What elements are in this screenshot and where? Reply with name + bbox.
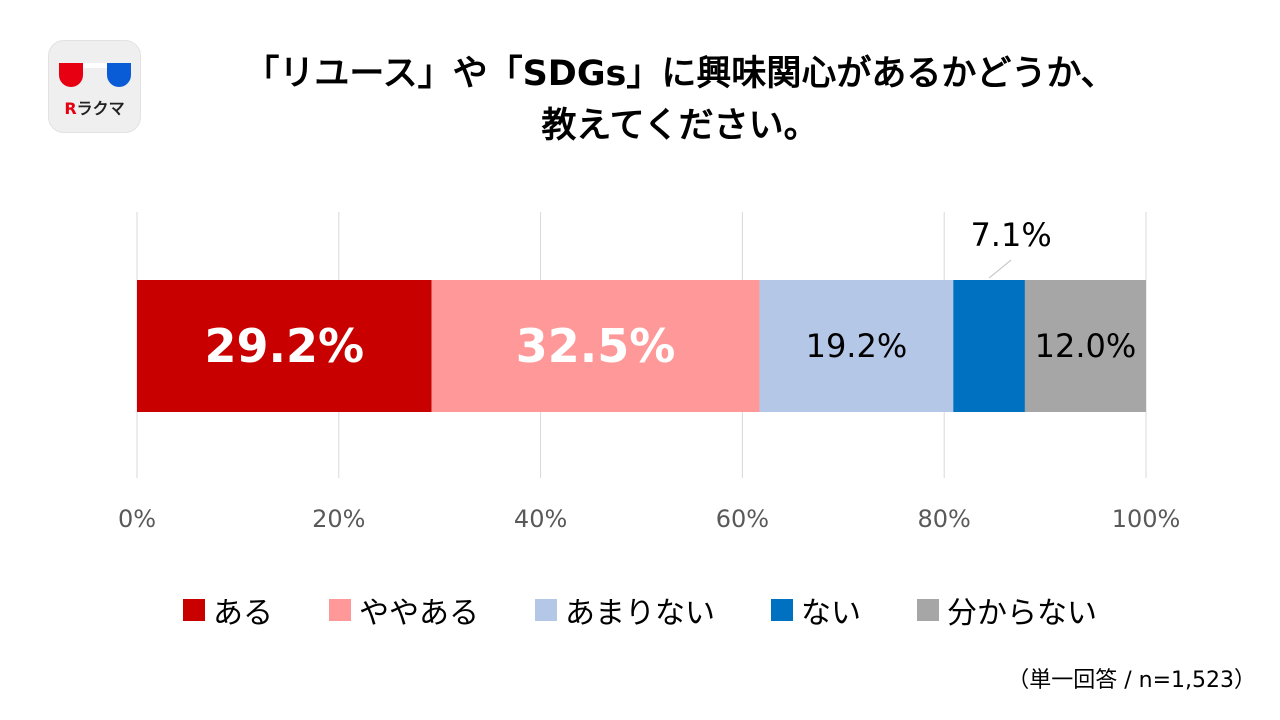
- legend-swatch-5: [917, 599, 939, 621]
- data-label-4: 7.1%: [970, 216, 1051, 254]
- logo-text: ラクマ: [76, 99, 125, 118]
- x-tick-label-0: 0%: [118, 505, 156, 533]
- data-label-leader-4: [988, 259, 1012, 279]
- logo-red-cup: [59, 63, 83, 87]
- chart-legend: ある ややある あまりない ない 分からない: [0, 588, 1280, 632]
- legend-label-1: ある: [213, 596, 273, 631]
- x-tick-label-60: 60%: [716, 505, 769, 533]
- x-tick-label-40: 40%: [514, 505, 567, 533]
- rakuma-logo: Rラクマ: [48, 40, 141, 133]
- data-label-2: 32.5%: [516, 319, 676, 373]
- chart-title: 「リユース」や「SDGs」に興味関心があるかどうか、 教えてください。: [160, 48, 1200, 152]
- data-label-5: 12.0%: [1035, 327, 1137, 365]
- legend-swatch-3: [535, 599, 557, 621]
- logo-r: R: [64, 99, 77, 118]
- logo-wordmark: Rラクマ: [49, 95, 140, 119]
- legend-item-4: ない: [771, 588, 861, 632]
- legend-item-5: 分からない: [917, 588, 1097, 632]
- legend-item-3: あまりない: [535, 588, 715, 632]
- sample-note: （単一回答 / n=1,523）: [1007, 668, 1256, 693]
- title-line-1: 「リユース」や「SDGs」に興味関心があるかどうか、: [244, 54, 1116, 94]
- legend-label-5: 分からない: [947, 596, 1097, 631]
- bar-segment-2: [431, 280, 760, 412]
- x-tick-label-100: 100%: [1112, 505, 1181, 533]
- stacked-bar-chart: 0% 20% 40% 60% 80% 100% 29.2% 32.5% 19.2% 7.1% 12.…: [118, 212, 1181, 533]
- legend-swatch-4: [771, 599, 793, 621]
- legend-label-4: ない: [801, 596, 861, 631]
- x-tick-label-20: 20%: [312, 505, 365, 533]
- data-label-1: 29.2%: [205, 319, 365, 373]
- logo-bridge: [83, 63, 107, 68]
- data-label-3: 19.2%: [806, 327, 908, 365]
- legend-label-3: あまりない: [565, 596, 715, 631]
- x-tick-label-80: 80%: [918, 505, 971, 533]
- legend-item-2: ややある: [329, 588, 479, 632]
- bar-segment-1: [137, 280, 432, 412]
- bar-segment-3: [759, 280, 954, 412]
- bar-segment-5: [1024, 280, 1146, 412]
- logo-blue-cup: [107, 63, 131, 87]
- legend-swatch-2: [329, 599, 351, 621]
- bar-segment-4: [953, 280, 1025, 412]
- legend-item-1: ある: [183, 588, 273, 632]
- legend-swatch-1: [183, 599, 205, 621]
- title-line-2: 教えてください。: [541, 106, 819, 146]
- legend-label-2: ややある: [359, 596, 479, 631]
